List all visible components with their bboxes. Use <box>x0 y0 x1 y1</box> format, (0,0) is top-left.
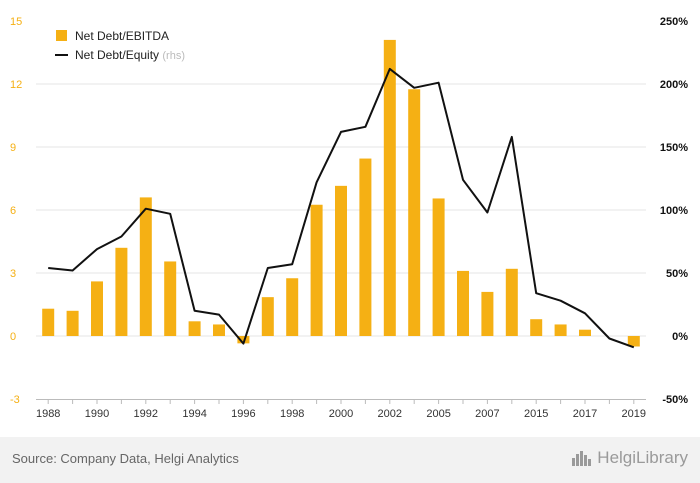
x-tick-label: 2007 <box>475 408 499 420</box>
x-tick-label: 1996 <box>231 408 255 420</box>
line-path <box>48 67 635 349</box>
footer: Source: Company Data, Helgi Analytics He… <box>0 437 700 483</box>
x-tick-label: 2002 <box>378 408 402 420</box>
bar <box>335 185 347 336</box>
x-tick-label: 2017 <box>573 408 597 420</box>
x-tick-label: 1988 <box>36 408 60 420</box>
legend-swatch-bar <box>56 30 67 41</box>
x-tick-label: 2000 <box>329 408 353 420</box>
bar <box>359 158 372 336</box>
helgi-library-logo[interactable]: HelgiLibrary <box>571 448 688 468</box>
bar <box>627 336 640 347</box>
chart: -3 0 3 6 9 12 15 -50% 0% 50% 100% 150% 200% 250% 198… <box>10 16 688 420</box>
legend-label: Net Debt/Equity (rhs) <box>75 48 185 62</box>
source-note: Source: Company Data, Helgi Analytics <box>12 451 239 466</box>
bar <box>408 89 421 336</box>
line-series <box>48 67 635 349</box>
bar <box>42 308 55 336</box>
logo-text: HelgiLibrary <box>597 448 688 467</box>
y-right-tick-label: -50% <box>662 394 688 406</box>
y-right-tick-label: 200% <box>660 79 688 91</box>
y-left-tick-label: 15 <box>10 16 22 28</box>
bar <box>164 261 177 336</box>
y-left-tick-label: 12 <box>10 79 22 91</box>
bar <box>115 247 128 336</box>
bar-series <box>42 39 640 347</box>
bar <box>383 39 396 337</box>
x-tick-label: 1998 <box>280 408 304 420</box>
y-left-tick-label: 0 <box>10 331 16 343</box>
legend: Net Debt/EBITDA Net Debt/Equity (rhs) <box>55 29 185 62</box>
y-left-tick-label: -3 <box>10 394 20 406</box>
y-left-tick-label: 6 <box>10 205 16 217</box>
bar <box>66 310 79 336</box>
y-right-tick-label: 150% <box>660 142 688 154</box>
skyline-icon <box>572 451 592 466</box>
x-tick-label: 1990 <box>85 408 109 420</box>
y-left-tick-label: 9 <box>10 142 16 154</box>
y-right-tick-label: 100% <box>660 205 688 217</box>
x-tick-label: 1994 <box>182 408 206 420</box>
y-right-tick-label: 0% <box>672 331 688 343</box>
bar <box>286 278 299 336</box>
bar <box>505 268 518 336</box>
bar <box>261 297 274 336</box>
bar <box>530 319 543 336</box>
bar <box>432 198 445 336</box>
x-tick-label: 1992 <box>134 408 158 420</box>
bar <box>139 197 152 336</box>
bar <box>310 204 323 336</box>
bar <box>188 321 201 336</box>
y-axis-right: -50% 0% 50% 100% 150% 200% 250% <box>660 16 688 406</box>
bar <box>91 281 103 336</box>
y-right-tick-label: 50% <box>666 268 688 280</box>
x-tick-label: 2019 <box>622 408 646 420</box>
bar <box>457 270 469 336</box>
y-right-tick-label: 250% <box>660 16 688 28</box>
bar <box>481 291 494 336</box>
bar <box>579 329 591 336</box>
bar <box>213 324 225 336</box>
x-tick-label: 2005 <box>426 408 450 420</box>
x-tick-label: 2015 <box>524 408 548 420</box>
legend-label: Net Debt/EBITDA <box>75 29 169 43</box>
bar <box>554 324 567 336</box>
y-axis-left: -3 0 3 6 9 12 15 <box>10 16 22 406</box>
legend-label-suffix: (rhs) <box>162 50 185 62</box>
y-left-tick-label: 3 <box>10 268 16 280</box>
x-axis: 1988 1990 1992 1994 1996 1998 2000 2002 2005 2007… <box>36 399 646 420</box>
bar <box>237 336 250 344</box>
